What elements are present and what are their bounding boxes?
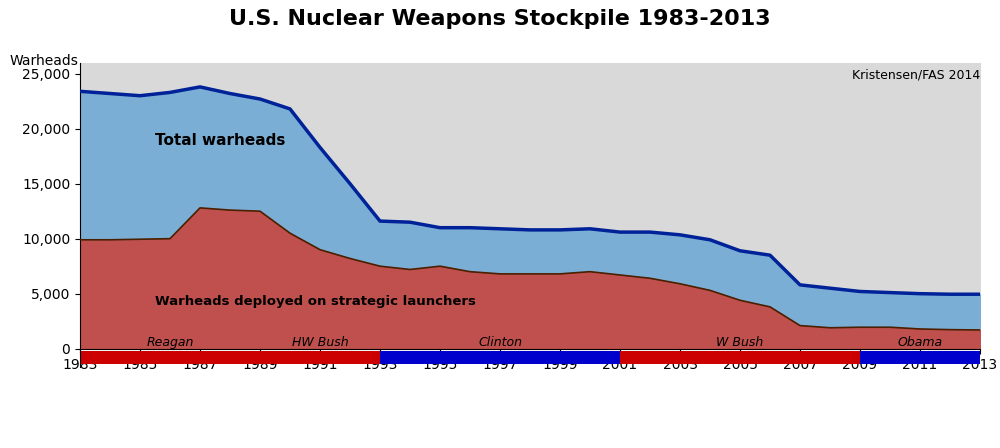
Text: Warheads: Warheads (10, 54, 79, 68)
Text: Clinton: Clinton (478, 336, 522, 349)
Text: Kristensen/FAS 2014: Kristensen/FAS 2014 (852, 69, 980, 82)
Text: W Bush: W Bush (716, 336, 764, 349)
Text: Obama: Obama (897, 336, 943, 349)
Text: HW Bush: HW Bush (292, 336, 348, 349)
Text: Total warheads: Total warheads (155, 133, 285, 148)
Text: Reagan: Reagan (146, 336, 194, 349)
Text: U.S. Nuclear Weapons Stockpile 1983-2013: U.S. Nuclear Weapons Stockpile 1983-2013 (229, 9, 771, 29)
Text: Warheads deployed on strategic launchers: Warheads deployed on strategic launchers (155, 295, 476, 308)
